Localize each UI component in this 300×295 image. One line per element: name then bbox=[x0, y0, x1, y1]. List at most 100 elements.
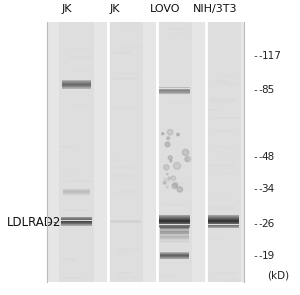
Bar bbox=[159, 88, 190, 89]
Bar bbox=[206, 22, 241, 282]
Bar bbox=[47, 22, 244, 282]
Bar bbox=[207, 167, 235, 169]
Circle shape bbox=[170, 160, 172, 162]
Text: --: -- bbox=[253, 51, 264, 61]
Bar bbox=[160, 240, 189, 242]
Text: JK: JK bbox=[109, 4, 120, 14]
Bar bbox=[61, 221, 92, 222]
Bar bbox=[211, 101, 233, 104]
Bar bbox=[61, 218, 92, 219]
Text: --: -- bbox=[253, 184, 264, 194]
Bar bbox=[208, 222, 239, 223]
Bar bbox=[120, 22, 140, 25]
Bar bbox=[110, 193, 127, 195]
Bar bbox=[159, 219, 190, 220]
Bar bbox=[211, 117, 239, 119]
Bar bbox=[208, 219, 239, 220]
Bar bbox=[168, 101, 186, 104]
Bar bbox=[210, 99, 236, 101]
Text: 26: 26 bbox=[262, 219, 275, 229]
Bar bbox=[210, 146, 232, 148]
Bar bbox=[159, 214, 190, 216]
Text: --: -- bbox=[253, 86, 264, 96]
Bar bbox=[160, 238, 189, 240]
Circle shape bbox=[173, 183, 178, 187]
Bar bbox=[208, 218, 239, 219]
Bar bbox=[223, 172, 238, 174]
Bar bbox=[208, 217, 239, 218]
Bar bbox=[159, 92, 190, 93]
Bar bbox=[63, 258, 77, 261]
Bar bbox=[118, 271, 133, 274]
Circle shape bbox=[162, 133, 164, 135]
Bar bbox=[159, 223, 190, 224]
Bar bbox=[208, 227, 239, 228]
Text: NIH/3T3: NIH/3T3 bbox=[193, 4, 238, 14]
Bar bbox=[160, 233, 189, 235]
Circle shape bbox=[177, 133, 179, 136]
Bar bbox=[121, 190, 136, 193]
Bar bbox=[220, 209, 238, 211]
Bar bbox=[160, 254, 189, 255]
Bar bbox=[60, 174, 74, 177]
Bar bbox=[114, 72, 142, 75]
Bar bbox=[159, 224, 190, 225]
Bar bbox=[67, 49, 93, 51]
Bar bbox=[61, 87, 91, 88]
Bar bbox=[171, 33, 188, 35]
Bar bbox=[208, 216, 239, 217]
Bar bbox=[160, 228, 189, 230]
Text: 34: 34 bbox=[262, 184, 275, 194]
Bar bbox=[111, 159, 121, 161]
Bar bbox=[159, 222, 190, 223]
Bar bbox=[220, 75, 234, 77]
Bar bbox=[163, 93, 191, 96]
Text: 19: 19 bbox=[262, 251, 275, 261]
Bar bbox=[108, 22, 142, 282]
Circle shape bbox=[164, 165, 169, 170]
Text: 85: 85 bbox=[262, 86, 275, 96]
Bar bbox=[160, 227, 189, 229]
Bar bbox=[212, 130, 236, 132]
Circle shape bbox=[184, 157, 189, 161]
Bar bbox=[208, 220, 239, 221]
Bar bbox=[215, 80, 230, 83]
Circle shape bbox=[163, 181, 166, 184]
Bar bbox=[217, 83, 238, 85]
Bar bbox=[75, 104, 87, 106]
Bar bbox=[160, 20, 186, 22]
Bar bbox=[160, 258, 189, 259]
Bar bbox=[113, 106, 140, 109]
Bar bbox=[61, 224, 92, 225]
Text: JK: JK bbox=[61, 4, 72, 14]
Bar bbox=[160, 231, 189, 233]
Bar bbox=[159, 218, 190, 219]
Bar bbox=[207, 109, 218, 112]
Bar bbox=[159, 220, 190, 221]
Bar bbox=[208, 214, 239, 216]
Bar bbox=[61, 225, 92, 226]
Bar bbox=[111, 77, 138, 80]
Bar bbox=[228, 279, 238, 282]
Circle shape bbox=[182, 149, 189, 155]
Bar bbox=[160, 252, 189, 253]
Bar bbox=[63, 193, 90, 194]
Bar bbox=[159, 227, 190, 228]
Bar bbox=[159, 91, 190, 92]
Bar bbox=[61, 81, 91, 82]
Bar bbox=[72, 70, 90, 72]
Bar bbox=[207, 164, 236, 167]
Bar bbox=[61, 223, 92, 224]
Bar bbox=[63, 190, 86, 193]
Bar bbox=[61, 84, 91, 85]
Circle shape bbox=[166, 186, 169, 188]
Bar bbox=[63, 191, 90, 192]
Bar bbox=[59, 22, 94, 282]
Bar bbox=[61, 80, 91, 81]
Bar bbox=[210, 206, 235, 209]
Circle shape bbox=[173, 162, 181, 169]
Text: 117: 117 bbox=[262, 51, 281, 61]
Bar bbox=[160, 256, 189, 257]
Bar bbox=[172, 217, 188, 219]
Circle shape bbox=[171, 176, 176, 181]
